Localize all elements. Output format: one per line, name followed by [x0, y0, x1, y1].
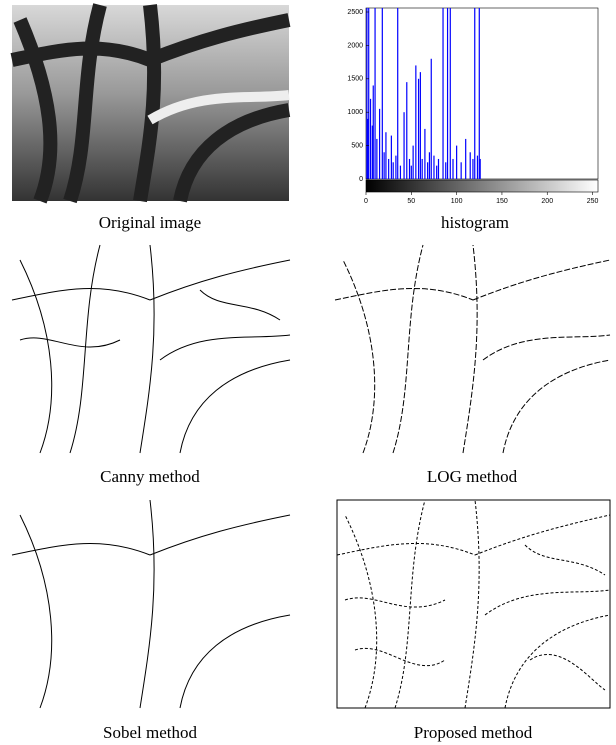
x-tick-label: 50 — [407, 198, 415, 205]
bar — [403, 112, 405, 179]
original-image — [10, 3, 291, 204]
bar — [369, 98, 372, 179]
plot-area — [365, 7, 599, 180]
bar — [368, 8, 370, 179]
caption: Proposed method — [414, 723, 533, 742]
bar — [421, 158, 423, 179]
bar — [406, 82, 408, 179]
bar — [376, 138, 378, 179]
bar — [437, 158, 440, 179]
bar — [446, 8, 449, 179]
bar — [399, 165, 402, 179]
bar — [397, 8, 399, 179]
log-image — [334, 244, 611, 454]
bar — [415, 65, 417, 179]
caption: Canny method — [100, 467, 200, 486]
x-tick-label: 250 — [587, 198, 599, 205]
bar — [445, 162, 447, 179]
y-tick-label: 500 — [351, 142, 363, 149]
bar — [452, 158, 454, 179]
sobel-image — [11, 499, 291, 709]
bar — [412, 145, 414, 179]
caption: LOG method — [427, 467, 518, 486]
y-tick-label: 2500 — [347, 9, 363, 16]
bar — [381, 8, 383, 179]
bar — [408, 158, 411, 179]
bar — [395, 155, 397, 179]
bar — [378, 108, 381, 179]
bar — [469, 152, 471, 179]
bar — [427, 162, 429, 179]
bar — [442, 8, 444, 179]
caption: Sobel method — [103, 723, 197, 742]
bar — [428, 152, 431, 179]
x-tick-label: 200 — [541, 198, 553, 205]
bar — [430, 58, 432, 179]
bar — [392, 162, 394, 179]
y-tick-label: 0 — [359, 176, 363, 183]
x-tick-label: 0 — [364, 198, 368, 205]
histogram: 0 500 1000 1500 2000 2500 0 50 100 150 200 250 — [347, 7, 599, 205]
bar — [456, 145, 458, 179]
bar — [388, 158, 390, 179]
x-tick-label: 100 — [451, 198, 463, 205]
bar — [419, 72, 421, 179]
bar — [374, 8, 376, 179]
y-tick-label: 1500 — [347, 76, 363, 83]
bar — [476, 155, 479, 179]
bar — [465, 138, 467, 179]
y-tick-label: 1000 — [347, 109, 363, 116]
bar — [383, 152, 385, 179]
bar — [417, 78, 420, 179]
caption: Original image — [99, 213, 201, 232]
bar — [367, 118, 369, 179]
y-tick-label: 2000 — [347, 42, 363, 49]
caption: histogram — [441, 213, 509, 232]
bar — [371, 125, 373, 179]
bar — [449, 8, 451, 179]
bar — [410, 165, 412, 179]
proposed-image — [336, 499, 611, 709]
bar — [478, 8, 480, 179]
bar — [436, 165, 438, 179]
bar — [385, 132, 387, 179]
bar — [433, 155, 435, 179]
bar — [479, 158, 481, 179]
canny-image — [11, 244, 291, 454]
bar — [390, 135, 392, 179]
bar — [366, 8, 368, 179]
x-tick-label: 150 — [496, 198, 508, 205]
bar — [474, 8, 476, 179]
bar — [472, 158, 474, 179]
colorbar — [365, 179, 599, 193]
bar — [424, 128, 426, 179]
bar — [460, 162, 462, 179]
bar — [372, 85, 374, 179]
